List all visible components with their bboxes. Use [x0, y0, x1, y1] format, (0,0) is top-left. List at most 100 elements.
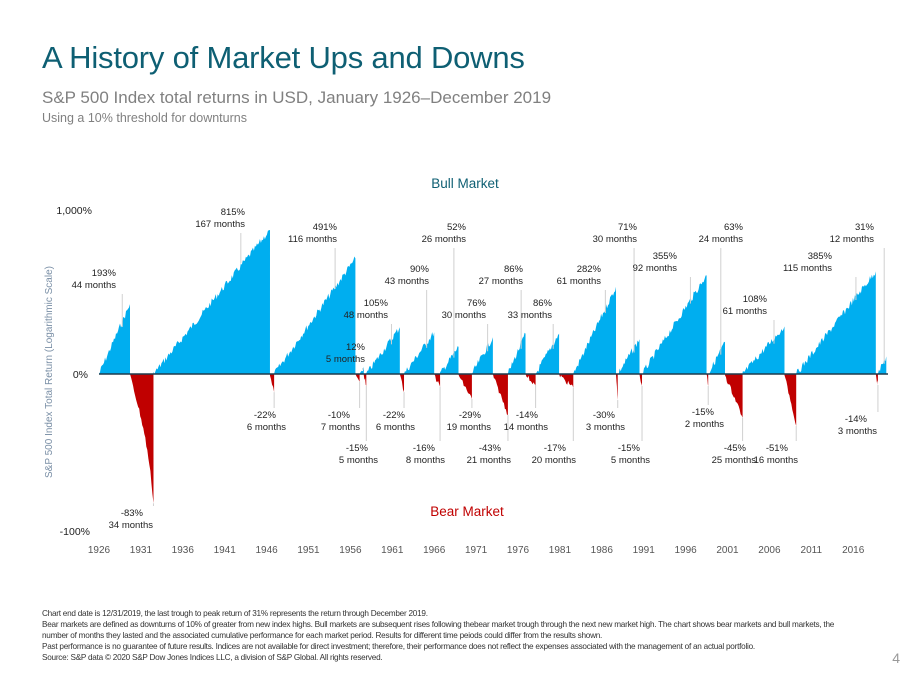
legend-bear: Bear Market: [430, 504, 504, 519]
bull-market-area: [617, 339, 640, 374]
bull-market-area: [99, 304, 131, 374]
bull-return-label: 385%: [808, 251, 833, 262]
bear-return-label: -10%: [328, 410, 351, 421]
bull-return-label: 355%: [653, 251, 678, 262]
bear-market-area: [525, 374, 536, 385]
x-tick-label: 2006: [758, 545, 781, 556]
bear-market-area: [355, 374, 360, 382]
bear-months-label: 34 months: [109, 520, 154, 531]
x-tick-label: 1986: [591, 545, 614, 556]
bull-return-label: 193%: [92, 268, 117, 279]
footnote: number of months they lasted and the ass…: [42, 631, 603, 640]
market-chart: S&P 500 Index Total Return (Logarithmic …: [44, 176, 888, 556]
bull-return-label: 86%: [504, 264, 524, 275]
bull-months-label: 33 months: [508, 310, 553, 321]
footnote: Chart end date is 12/31/2019, the last t…: [42, 609, 428, 618]
bull-market-area: [359, 366, 364, 374]
bull-return-label: 52%: [447, 222, 467, 233]
bear-market-area: [363, 374, 367, 386]
bull-months-label: 30 months: [593, 234, 638, 245]
bull-market-area: [573, 286, 617, 374]
bear-market-area: [875, 374, 878, 385]
bear-months-label: 8 months: [406, 455, 445, 466]
bear-market-area: [269, 374, 275, 393]
x-tick-label: 1991: [633, 545, 656, 556]
bull-months-label: 116 months: [288, 234, 337, 245]
bear-months-label: 3 months: [838, 426, 877, 437]
bear-return-label: -29%: [459, 410, 482, 421]
bear-months-label: 25 months: [712, 455, 757, 466]
bull-months-label: 115 months: [783, 263, 832, 274]
x-tick-label: 1966: [423, 545, 446, 556]
bull-return-label: 815%: [221, 207, 246, 218]
x-tick-label: 1976: [507, 545, 530, 556]
x-tick-label: 1956: [339, 545, 362, 556]
bull-months-label: 24 months: [699, 234, 744, 245]
page-title: A History of Market Ups and Downs: [42, 40, 525, 75]
bear-months-label: 5 months: [611, 455, 650, 466]
bull-months-label: 5 months: [326, 354, 365, 365]
bear-market-area: [434, 374, 441, 387]
bull-return-label: 86%: [533, 298, 553, 309]
bull-return-label: 90%: [410, 264, 430, 275]
bear-months-label: 14 months: [504, 422, 549, 433]
bull-market-area: [440, 346, 459, 374]
bull-return-label: 76%: [467, 298, 487, 309]
bull-months-label: 27 months: [479, 276, 524, 287]
bear-return-label: -15%: [692, 407, 715, 418]
bear-months-label: 6 months: [247, 422, 286, 433]
bull-return-label: 491%: [313, 222, 338, 233]
bull-months-label: 43 months: [385, 276, 430, 287]
y-tick-bottom: -100%: [60, 526, 90, 538]
page-number: 4: [892, 650, 900, 666]
bull-months-label: 61 months: [723, 306, 768, 317]
bear-months-label: 3 months: [586, 422, 625, 433]
bear-market-area: [130, 374, 154, 504]
y-axis-label: S&P 500 Index Total Return (Logarithmic …: [44, 266, 55, 478]
bear-months-label: 20 months: [532, 455, 577, 466]
bear-months-label: 16 months: [754, 455, 799, 466]
x-tick-label: 1941: [214, 545, 237, 556]
footnote: Source: S&P data © 2020 S&P Dow Jones In…: [42, 653, 383, 662]
bear-market-area: [399, 374, 405, 393]
bear-return-label: -17%: [544, 443, 567, 454]
bear-months-label: 7 months: [321, 422, 360, 433]
x-tick-label: 1951: [297, 545, 320, 556]
bull-market-area: [153, 230, 270, 374]
bear-market-area: [724, 374, 743, 418]
bear-return-label: -43%: [479, 443, 502, 454]
x-tick-label: 1971: [465, 545, 488, 556]
footnotes: Chart end date is 12/31/2019, the last t…: [42, 608, 834, 663]
bear-return-label: -16%: [413, 443, 436, 454]
bear-months-label: 2 months: [685, 419, 724, 430]
bull-return-label: 31%: [855, 222, 875, 233]
bull-market-area: [642, 275, 707, 374]
bear-market-area: [784, 374, 797, 426]
bull-return-label: 108%: [743, 294, 768, 305]
bull-market-area: [366, 327, 400, 374]
bull-months-label: 30 months: [442, 310, 487, 321]
bear-months-label: 6 months: [376, 422, 415, 433]
bear-months-label: 19 months: [447, 422, 492, 433]
bear-market-area: [492, 374, 508, 415]
bull-return-label: 63%: [724, 222, 744, 233]
bull-months-label: 61 months: [557, 276, 602, 287]
bear-return-label: -51%: [766, 443, 789, 454]
bear-market-area: [559, 374, 574, 388]
bear-return-label: -22%: [383, 410, 406, 421]
x-tick-label: 1926: [88, 545, 111, 556]
bull-market-area: [404, 332, 435, 374]
bull-market-area: [535, 333, 560, 374]
bear-return-label: -45%: [724, 443, 747, 454]
x-tick-label: 1931: [130, 545, 153, 556]
bear-months-label: 21 months: [467, 455, 512, 466]
x-tick-label: 1961: [381, 545, 404, 556]
bear-return-label: -14%: [516, 410, 539, 421]
bull-return-label: 282%: [577, 264, 602, 275]
bear-market-area: [616, 374, 618, 400]
bull-market-area: [507, 332, 526, 374]
bull-return-label: 12%: [346, 342, 366, 353]
bear-market-area: [706, 374, 709, 386]
bear-return-label: -15%: [346, 443, 369, 454]
bull-return-label: 105%: [364, 298, 389, 309]
